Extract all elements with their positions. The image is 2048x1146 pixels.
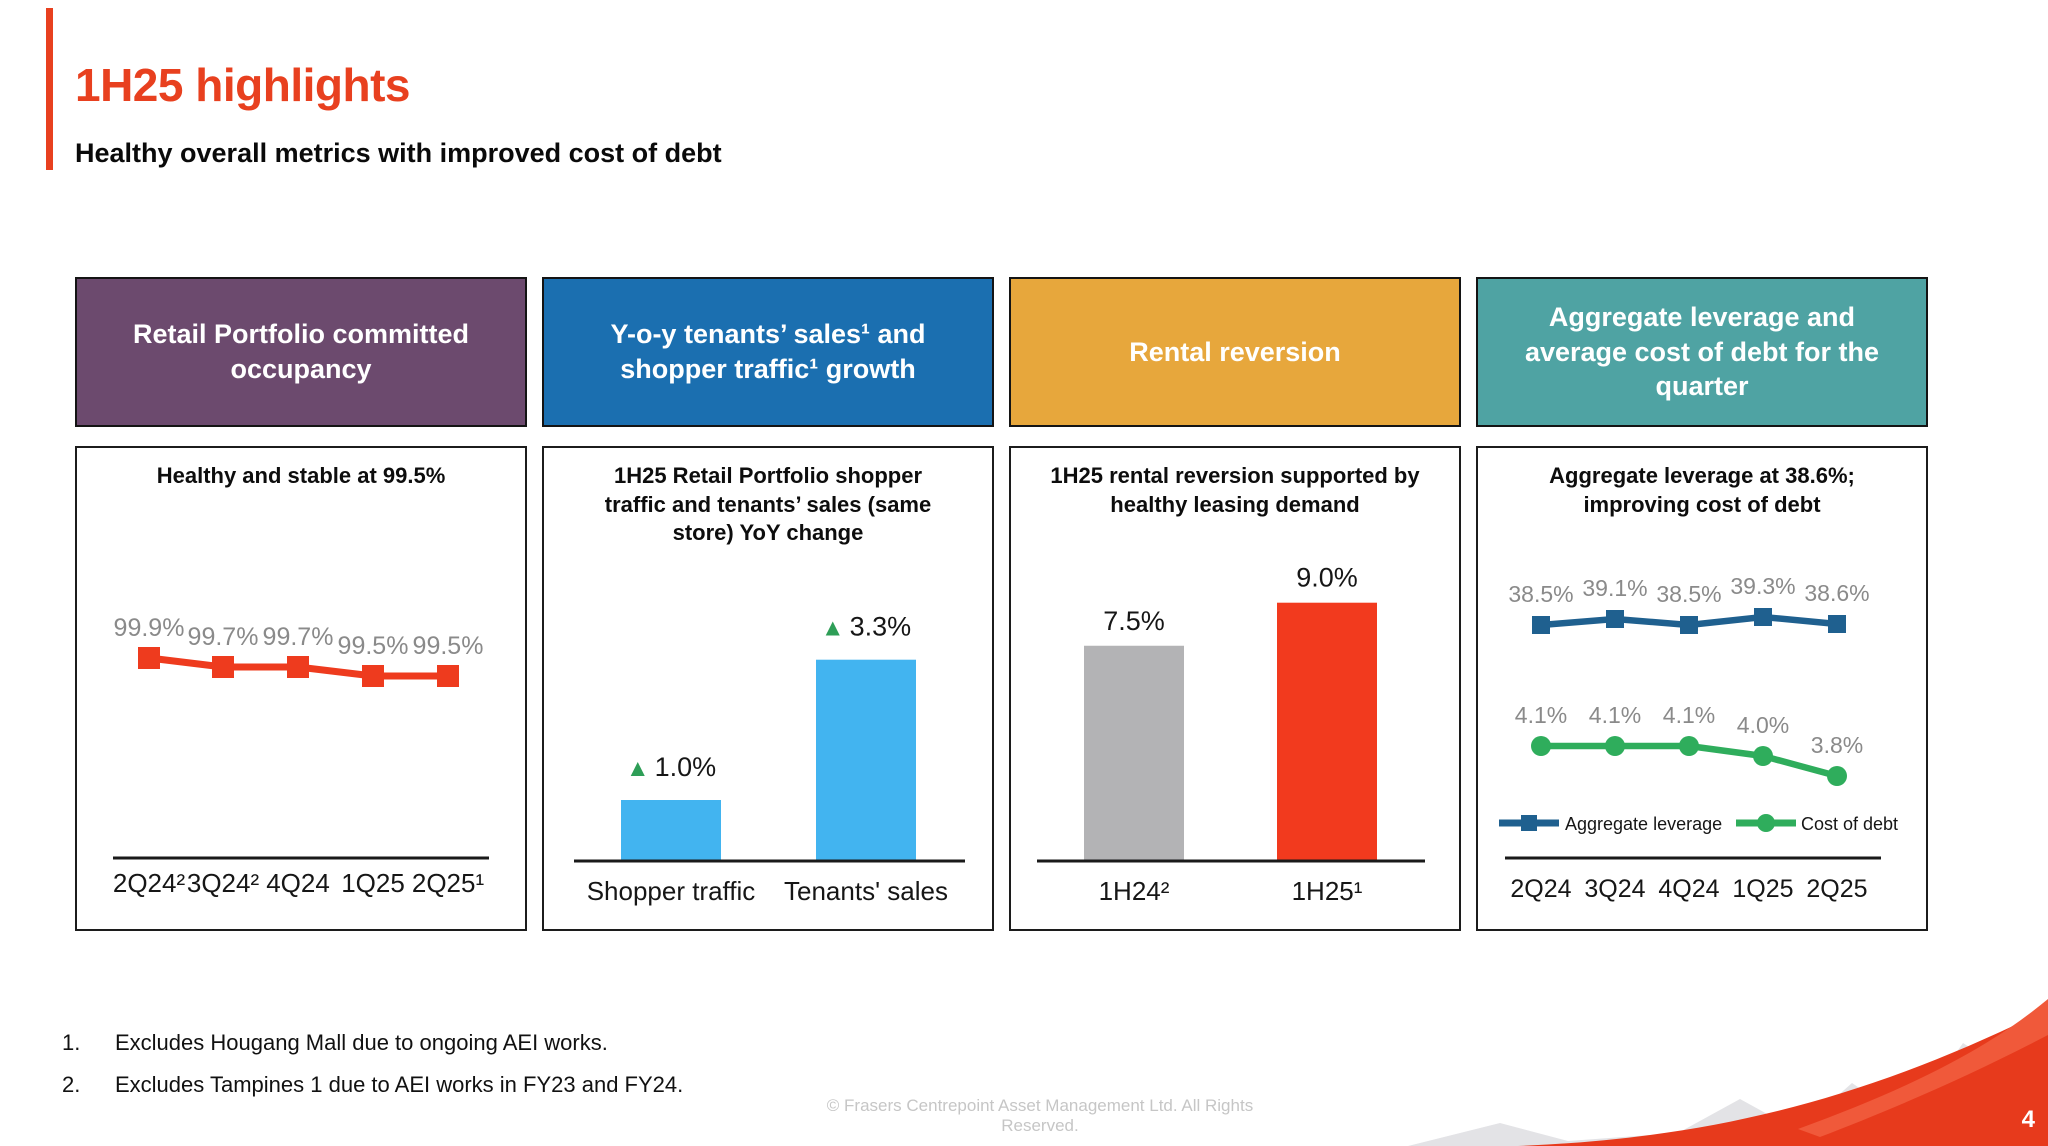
svg-text:2Q24: 2Q24 xyxy=(1510,875,1571,903)
rental-reversion-bar-chart: 7.5% 9.0% 1H24² 1H25¹ xyxy=(1037,563,1425,906)
svg-text:3Q24: 3Q24 xyxy=(1584,875,1645,903)
chart-box-occupancy: Healthy and stable at 99.5% 99.9% 99.7% 99… xyxy=(75,446,527,931)
svg-text:7.5%: 7.5% xyxy=(1103,606,1165,636)
svg-text:4.0%: 4.0% xyxy=(1737,712,1789,738)
svg-text:4Q24: 4Q24 xyxy=(1658,875,1719,903)
chart-title-leverage-debt: Aggregate leverage at 38.6%; improving c… xyxy=(1549,463,1855,517)
page-number: 4 xyxy=(2021,1106,2035,1133)
traffic-sales-bar-chart: ▲ 1.0% ▲ 3.3% Shopper traffic Tenants' sales xyxy=(574,612,965,906)
occupancy-line-chart: 99.9% 99.7% 99.7% 99.5% 99.5%2Q24² 3Q24² 4Q24 1… xyxy=(113,614,489,898)
svg-text:2Q25¹: 2Q25¹ xyxy=(412,868,485,898)
footnote-2-number: 2. xyxy=(62,1072,81,1097)
svg-text:3Q24²: 3Q24² xyxy=(187,868,260,898)
svg-text:Tenants' sales: Tenants' sales xyxy=(784,876,948,906)
corner-swoosh-decoration xyxy=(1408,999,2048,1146)
chart-box-leverage-debt: Aggregate leverage at 38.6%; improving c… xyxy=(1476,446,1928,931)
page-subtitle: Healthy overall metrics with improved co… xyxy=(75,138,722,168)
svg-text:1Q25: 1Q25 xyxy=(341,868,405,898)
svg-text:39.3%: 39.3% xyxy=(1730,573,1795,599)
title-accent-bar xyxy=(46,8,53,170)
chart-title-traffic-sales: 1H25 Retail Portfolio shopper traffic an… xyxy=(604,463,932,546)
svg-text:1Q25: 1Q25 xyxy=(1732,875,1793,903)
page-title: 1H25 highlights xyxy=(75,59,410,111)
chart-box-rental-reversion: 1H25 rental reversion supported by healt… xyxy=(1009,446,1461,931)
panel-header-leverage-debt: Aggregate leverage and average cost of d… xyxy=(1476,277,1928,427)
panel-leverage-debt: Aggregate leverage and average cost of d… xyxy=(1476,277,1928,931)
svg-text:2Q24²: 2Q24² xyxy=(113,868,186,898)
panel-header-rental-reversion: Rental reversion xyxy=(1009,277,1461,427)
svg-text:1H25¹: 1H25¹ xyxy=(1292,876,1363,906)
svg-text:99.5%: 99.5% xyxy=(338,632,409,660)
panel-header-occupancy: Retail Portfolio committed occupancy xyxy=(75,277,527,427)
svg-text:4.1%: 4.1% xyxy=(1589,702,1641,728)
footnote-1: 1. Excludes Hougang Mall due to ongoing … xyxy=(62,1030,683,1056)
svg-text:99.7%: 99.7% xyxy=(263,623,334,651)
svg-text:4.1%: 4.1% xyxy=(1663,702,1715,728)
svg-text:99.5%: 99.5% xyxy=(413,632,484,660)
panels-row: Retail Portfolio committed occupancy Hea… xyxy=(75,277,1928,931)
svg-text:2Q25: 2Q25 xyxy=(1806,875,1867,903)
svg-text:9.0%: 9.0% xyxy=(1296,563,1358,593)
footnote-2: 2. Excludes Tampines 1 due to AEI works … xyxy=(62,1072,683,1098)
chart-box-traffic-sales: 1H25 Retail Portfolio shopper traffic an… xyxy=(542,446,994,931)
svg-text:Cost of debt: Cost of debt xyxy=(1801,814,1898,834)
svg-text:4Q24: 4Q24 xyxy=(266,868,330,898)
svg-text:38.5%: 38.5% xyxy=(1656,581,1721,607)
footnote-1-number: 1. xyxy=(62,1030,81,1055)
svg-text:3.8%: 3.8% xyxy=(1811,732,1863,758)
svg-text:39.1%: 39.1% xyxy=(1582,575,1647,601)
svg-text:4.1%: 4.1% xyxy=(1515,702,1567,728)
svg-text:38.6%: 38.6% xyxy=(1804,580,1869,606)
footnotes: 1. Excludes Hougang Mall due to ongoing … xyxy=(62,1030,683,1114)
svg-text:▲1.0%: ▲ 1.0% xyxy=(626,752,716,782)
footnote-2-text: Excludes Tampines 1 due to AEI works in … xyxy=(115,1072,684,1097)
svg-text:99.9%: 99.9% xyxy=(114,614,185,642)
svg-text:38.5%: 38.5% xyxy=(1508,581,1573,607)
panel-header-traffic-sales: Y-o-y tenants’ sales¹ and shopper traffi… xyxy=(542,277,994,427)
copyright-text: © Frasers Centrepoint Asset Management L… xyxy=(826,1096,1254,1135)
svg-text:Aggregate leverage: Aggregate leverage xyxy=(1565,814,1722,834)
svg-text:Shopper traffic: Shopper traffic xyxy=(587,876,756,906)
footnote-1-text: Excludes Hougang Mall due to ongoing AEI… xyxy=(115,1030,608,1055)
svg-text:99.7%: 99.7% xyxy=(188,623,259,651)
chart-title-rental-reversion: 1H25 rental reversion supported by healt… xyxy=(1050,463,1420,517)
panel-traffic-sales: Y-o-y tenants’ sales¹ and shopper traffi… xyxy=(542,277,994,931)
svg-text:1H24²: 1H24² xyxy=(1099,876,1170,906)
panel-rental-reversion: Rental reversion 1H25 rental reversion s… xyxy=(1009,277,1461,931)
chart-title-occupancy: Healthy and stable at 99.5% xyxy=(156,463,446,488)
panel-occupancy: Retail Portfolio committed occupancy Hea… xyxy=(75,277,527,931)
svg-text:▲3.3%: ▲ 3.3% xyxy=(821,612,911,642)
leverage-debt-line-chart: 38.5% 39.1% 38.5% 39.3% 38.6% 4.1% 4.1% 4.1% 4.0… xyxy=(1499,573,1898,903)
